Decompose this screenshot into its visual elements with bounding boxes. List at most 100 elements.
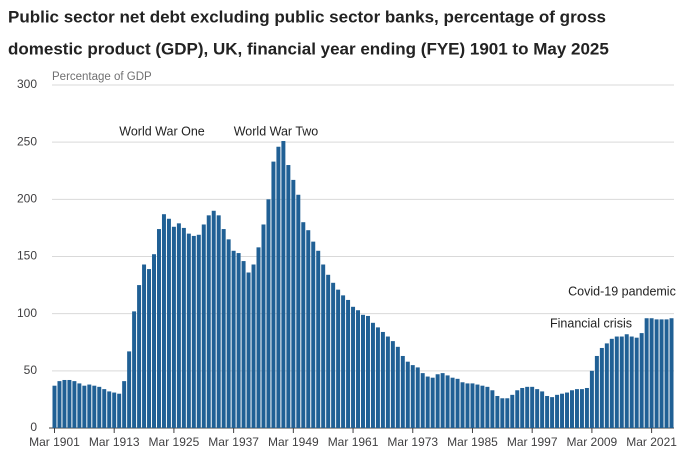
x-tick-label: Mar 1973 — [387, 435, 438, 449]
x-tick-label: Mar 1997 — [507, 435, 558, 449]
bar — [271, 161, 276, 428]
y-tick-label: 250 — [17, 134, 37, 148]
bar — [246, 272, 251, 428]
bar — [97, 386, 102, 428]
bar — [654, 319, 659, 428]
bar — [122, 381, 127, 428]
bar — [171, 226, 176, 428]
bar — [156, 229, 161, 428]
bar — [584, 387, 589, 428]
annotation: World War One — [119, 124, 204, 138]
bar — [216, 215, 221, 428]
bar — [152, 254, 156, 428]
bar — [266, 199, 271, 428]
bar — [570, 390, 574, 428]
bar — [405, 361, 410, 428]
bar — [117, 393, 122, 428]
bar — [455, 378, 460, 428]
bar — [206, 215, 211, 428]
bar — [520, 387, 525, 428]
bar — [137, 285, 142, 428]
bar — [361, 314, 365, 428]
bar — [639, 333, 644, 428]
y-tick-label: 50 — [24, 363, 38, 377]
bar — [87, 384, 92, 428]
bar — [336, 289, 341, 428]
bar — [390, 341, 395, 428]
y-tick-label: 0 — [30, 420, 37, 434]
bar — [649, 318, 654, 428]
bar — [57, 381, 62, 428]
bar — [181, 227, 186, 428]
bar — [276, 146, 281, 429]
bar — [261, 224, 266, 428]
bar — [415, 367, 420, 428]
bar — [186, 233, 191, 428]
bar — [669, 318, 674, 428]
bar — [380, 331, 385, 428]
bar — [221, 229, 226, 428]
bar — [435, 374, 440, 428]
bar — [331, 282, 336, 428]
bar — [614, 336, 619, 428]
bar — [370, 322, 375, 428]
bar — [375, 327, 380, 428]
bar — [604, 343, 609, 428]
bar — [147, 269, 152, 428]
bar — [540, 391, 545, 428]
y-tick-label: 100 — [17, 306, 37, 320]
bar — [560, 393, 565, 428]
x-tick-label: Mar 1937 — [208, 435, 259, 449]
bar — [629, 336, 634, 428]
bar — [574, 389, 579, 428]
bar — [301, 222, 306, 428]
bar — [644, 318, 649, 428]
y-axis-label: Percentage of GDP — [52, 71, 152, 83]
bar — [450, 377, 455, 428]
bar — [624, 334, 629, 428]
bar — [500, 398, 505, 428]
x-tick-label: Mar 1901 — [29, 435, 80, 449]
x-tick-label: Mar 1925 — [149, 435, 200, 449]
bar — [112, 392, 117, 428]
bar — [236, 253, 241, 428]
bar — [176, 223, 181, 428]
bar — [286, 165, 291, 429]
bar — [515, 390, 520, 428]
bar — [530, 386, 535, 428]
bar — [609, 338, 614, 428]
bar — [201, 224, 206, 428]
x-tick-label: Mar 1913 — [89, 435, 140, 449]
bar — [664, 319, 669, 428]
bar — [619, 336, 624, 428]
bar — [231, 250, 236, 428]
bar — [480, 385, 485, 428]
bar — [420, 373, 425, 428]
chart-title: Public sector net debt excluding public … — [8, 7, 606, 26]
bar — [161, 214, 166, 428]
bar — [316, 250, 321, 428]
annotation: Covid-19 pandemic — [568, 284, 676, 298]
x-tick-label: Mar 1961 — [328, 435, 379, 449]
bar — [659, 319, 664, 428]
bar — [535, 389, 540, 428]
bar — [82, 385, 87, 428]
bar — [410, 365, 415, 428]
bar — [634, 337, 639, 428]
x-tick-label: Mar 2021 — [626, 435, 677, 449]
bar — [72, 381, 77, 428]
chart-title: domestic product (GDP), UK, financial ye… — [8, 39, 609, 58]
bar — [142, 264, 147, 428]
bar — [346, 299, 351, 428]
y-tick-label: 200 — [17, 192, 37, 206]
bar — [495, 395, 500, 428]
bar — [241, 261, 246, 428]
bar — [579, 389, 584, 428]
bar — [510, 394, 515, 428]
bar — [132, 311, 137, 428]
annotation: Financial crisis — [550, 316, 632, 330]
bar — [306, 230, 311, 428]
bar — [475, 384, 480, 428]
bar — [67, 379, 72, 428]
